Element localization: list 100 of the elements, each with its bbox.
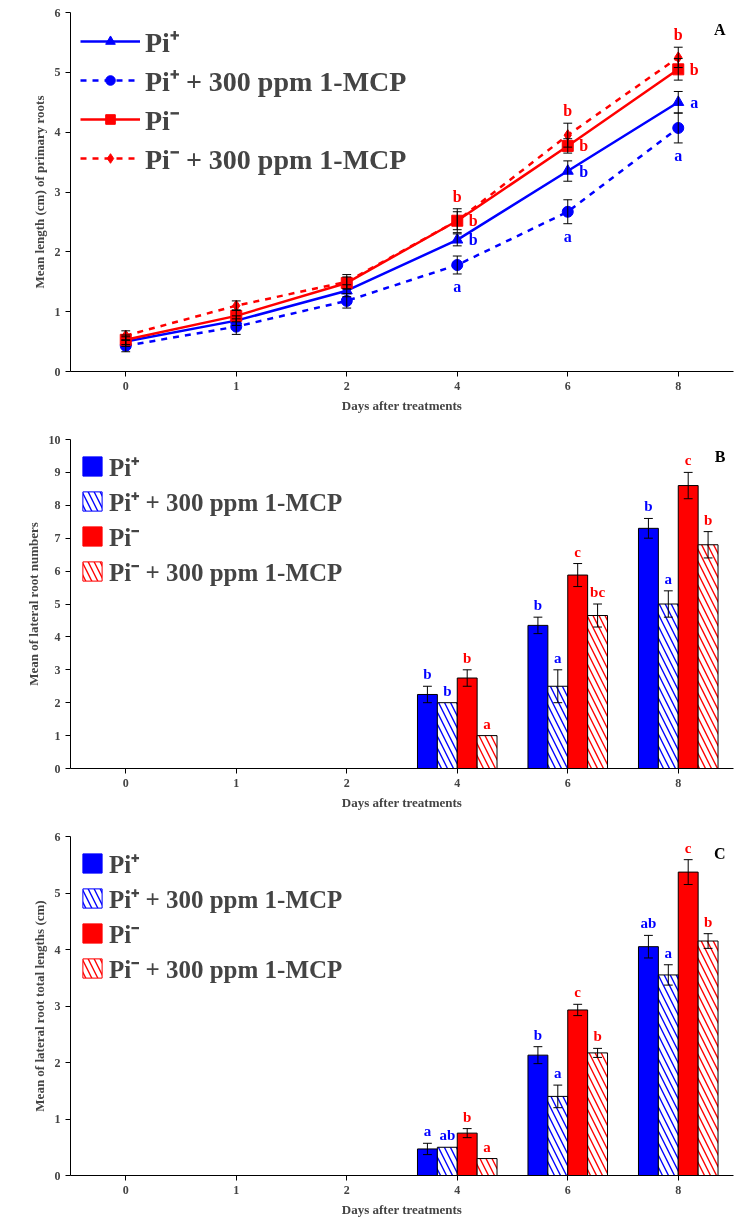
x-tick-label: 6 bbox=[564, 1182, 571, 1197]
x-axis-title: Days after treatments bbox=[341, 397, 462, 413]
y-tick-label: 3 bbox=[54, 185, 61, 199]
x-tick-label: 1 bbox=[233, 775, 240, 790]
legend-label: Pi⁻ + 300 ppm 1-MCP bbox=[109, 558, 343, 588]
data-label: a bbox=[554, 1065, 563, 1082]
legend-label: Pi⁻ + 300 ppm 1-MCP bbox=[145, 143, 407, 177]
data-label: a bbox=[423, 1123, 432, 1140]
y-tick-label: 8 bbox=[54, 498, 61, 513]
data-label: a bbox=[453, 277, 462, 295]
y-tick-label: 2 bbox=[54, 1055, 61, 1070]
x-tick-label: 1 bbox=[233, 378, 240, 393]
annotation: A bbox=[713, 20, 726, 38]
legend-label: Pi⁻ + 300 ppm 1-MCP bbox=[109, 955, 343, 985]
legend-label: Pi⁺ bbox=[109, 453, 140, 483]
data-label: b bbox=[443, 682, 452, 699]
data-label: c bbox=[684, 452, 692, 469]
y-tick-label: 3 bbox=[54, 999, 61, 1013]
y-tick-label: 0 bbox=[54, 761, 61, 776]
y-tick-label: 5 bbox=[54, 597, 61, 611]
data-label: b bbox=[423, 666, 432, 683]
data-label: a bbox=[690, 93, 699, 111]
data-label: b bbox=[703, 913, 713, 930]
y-tick-label: 0 bbox=[54, 1168, 61, 1183]
data-label: ab bbox=[640, 915, 657, 932]
x-axis-title: Days after treatments bbox=[341, 1201, 462, 1217]
y-tick-label: 5 bbox=[54, 886, 61, 900]
x-tick-label: 4 bbox=[454, 775, 461, 790]
y-tick-label: 9 bbox=[54, 465, 61, 480]
data-label: c bbox=[684, 839, 692, 856]
y-tick-label: 0 bbox=[54, 364, 61, 379]
data-label: b bbox=[579, 162, 589, 180]
data-label: b bbox=[533, 597, 543, 614]
y-tick-label: 1 bbox=[54, 304, 61, 319]
data-label: b bbox=[463, 649, 472, 666]
data-label: b bbox=[468, 231, 478, 249]
y-tick-label: 6 bbox=[54, 564, 61, 579]
legend-label: Pi⁻ bbox=[109, 920, 140, 950]
y-tick-label: 4 bbox=[54, 942, 61, 957]
legend-label: Pi⁻ bbox=[145, 104, 179, 138]
y-axis-title: Mean of lateral root numbers bbox=[25, 522, 41, 686]
x-tick-label: 0 bbox=[122, 378, 129, 393]
legend-label: Pi⁺ + 300 ppm 1-MCP bbox=[109, 885, 343, 915]
data-label: b bbox=[468, 212, 478, 230]
x-tick-label: 2 bbox=[343, 378, 350, 393]
y-tick-label: 7 bbox=[54, 531, 61, 546]
y-tick-label: 5 bbox=[54, 65, 61, 80]
data-label: a bbox=[483, 1138, 492, 1155]
data-label: bc bbox=[590, 584, 606, 600]
data-label: ab bbox=[439, 1127, 456, 1144]
data-label: a bbox=[664, 570, 673, 587]
data-label: a bbox=[664, 944, 673, 961]
x-tick-label: 2 bbox=[343, 775, 350, 790]
data-label: b bbox=[593, 1028, 602, 1045]
x-tick-label: 6 bbox=[564, 378, 571, 393]
y-axis-title: Mean of lateral root total lengths (cm) bbox=[31, 900, 47, 1112]
data-label: b bbox=[689, 60, 699, 78]
data-label: a bbox=[554, 649, 563, 666]
data-label: a bbox=[674, 146, 683, 164]
data-label: c bbox=[574, 984, 582, 1001]
data-label: b bbox=[579, 137, 589, 155]
y-tick-label: 2 bbox=[54, 695, 61, 710]
x-tick-label: 6 bbox=[564, 775, 571, 790]
data-label: b bbox=[533, 1026, 543, 1043]
x-tick-label: 4 bbox=[454, 1182, 461, 1197]
data-label: b bbox=[644, 498, 653, 515]
y-axis-title: Mean length (cm) of primary roots bbox=[31, 95, 47, 289]
annotation: C bbox=[713, 844, 726, 862]
legend-label: Pi⁺ + 300 ppm 1-MCP bbox=[145, 65, 407, 99]
data-label: b bbox=[673, 26, 683, 44]
y-tick-label: 4 bbox=[54, 125, 61, 140]
data-label: b bbox=[703, 511, 713, 528]
y-tick-label: 4 bbox=[54, 629, 61, 644]
x-axis-title: Days after treatments bbox=[341, 794, 462, 810]
x-tick-label: 1 bbox=[233, 1182, 240, 1197]
x-tick-label: 8 bbox=[675, 775, 682, 790]
y-tick-label: 3 bbox=[54, 662, 61, 677]
data-label: c bbox=[574, 543, 582, 560]
x-tick-label: 2 bbox=[343, 1182, 350, 1197]
y-tick-label: 6 bbox=[54, 829, 61, 844]
data-label: a bbox=[563, 227, 572, 245]
x-tick-label: 8 bbox=[675, 1182, 682, 1197]
data-label: b bbox=[563, 102, 573, 120]
x-tick-label: 8 bbox=[675, 378, 682, 393]
legend-label: Pi⁻ bbox=[109, 523, 140, 553]
x-tick-label: 4 bbox=[454, 378, 461, 393]
y-tick-label: 10 bbox=[48, 432, 61, 447]
y-tick-label: 1 bbox=[54, 728, 61, 743]
legend-label: Pi⁺ bbox=[145, 26, 179, 60]
legend-label: Pi⁺ bbox=[109, 850, 140, 880]
data-label: b bbox=[452, 187, 462, 205]
y-tick-label: 6 bbox=[54, 5, 61, 20]
annotation: B bbox=[714, 447, 726, 465]
y-tick-label: 2 bbox=[54, 244, 61, 259]
legend-label: Pi⁺ + 300 ppm 1-MCP bbox=[109, 488, 343, 518]
x-tick-label: 0 bbox=[122, 775, 129, 790]
data-label: a bbox=[483, 715, 492, 732]
y-tick-label: 1 bbox=[54, 1112, 61, 1126]
x-tick-label: 0 bbox=[122, 1182, 129, 1197]
data-label: b bbox=[463, 1108, 472, 1125]
